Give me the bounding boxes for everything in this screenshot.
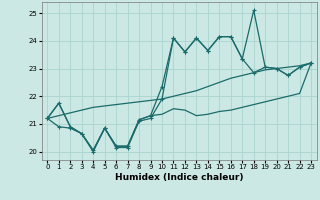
X-axis label: Humidex (Indice chaleur): Humidex (Indice chaleur) [115,173,244,182]
